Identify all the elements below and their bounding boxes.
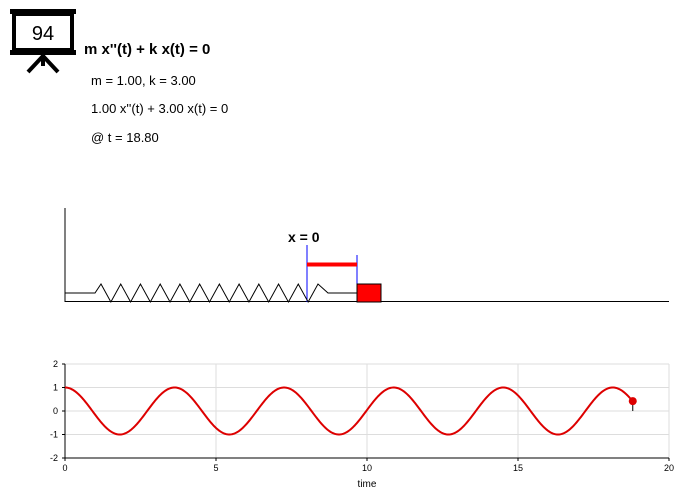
current-point (628, 397, 637, 406)
spring-mass-simulation (64, 208, 669, 304)
y-tick-label: 1 (53, 383, 58, 393)
x-axis-label: time (358, 479, 377, 490)
instantiated-equation: 1.00 x''(t) + 3.00 x(t) = 0 (91, 101, 229, 116)
x-tick-label: 10 (362, 463, 372, 473)
equation-title: m x''(t) + k x(t) = 0 (84, 41, 211, 58)
mass-block (356, 283, 382, 303)
displacement-time-chart: 0 5 10 15 20 -2 -1 0 1 2 time (50, 359, 674, 490)
x-tick-label: 20 (664, 463, 674, 473)
y-tick-label: -1 (50, 430, 58, 440)
x-tick-label: 5 (213, 463, 218, 473)
y-tick-label: 0 (53, 406, 58, 416)
slide-number: 94 (32, 23, 54, 45)
series-line (64, 386, 634, 436)
x-tick-label: 0 (62, 463, 67, 473)
parameter-values: m = 1.00, k = 3.00 (91, 73, 196, 88)
slide-board-icon: 94 (8, 6, 78, 74)
y-tick-label: 2 (53, 359, 58, 369)
spring (65, 282, 357, 304)
origin-label: x = 0 (288, 229, 320, 245)
time-readout: @ t = 18.80 (91, 130, 159, 145)
chart-axes (62, 363, 670, 461)
chart-tick-labels: 0 5 10 15 20 -2 -1 0 1 2 (50, 359, 674, 473)
x-tick-label: 15 (513, 463, 523, 473)
y-tick-label: -2 (50, 453, 58, 463)
